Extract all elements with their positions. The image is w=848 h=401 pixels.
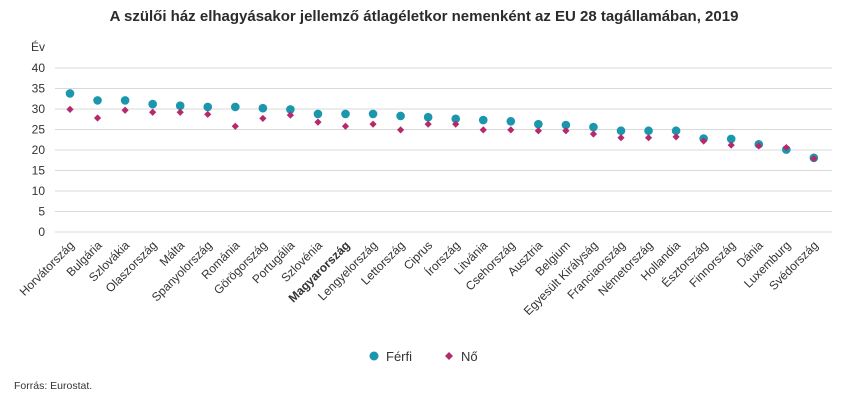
- point-ferfi: [93, 96, 102, 105]
- point-no: [589, 130, 598, 138]
- point-ferfi: [451, 114, 461, 124]
- point-no: [369, 120, 377, 128]
- point-no: [755, 142, 763, 150]
- point-no: [341, 122, 350, 130]
- y-axis-unit: Év: [31, 39, 45, 54]
- point-no: [204, 110, 212, 118]
- point-ferfi: [258, 103, 268, 113]
- point-no: [149, 108, 157, 116]
- point-no: [507, 126, 515, 134]
- point-no: [397, 126, 405, 134]
- point-ferfi: [644, 126, 653, 136]
- point-ferfi: [671, 126, 681, 136]
- y-tick-label: 40: [32, 61, 46, 75]
- point-ferfi: [616, 126, 626, 136]
- point-no: [121, 106, 129, 114]
- point-ferfi: [231, 102, 240, 112]
- point-no: [424, 120, 432, 128]
- point-ferfi: [341, 109, 350, 119]
- point-no: [672, 133, 680, 141]
- point-ferfi: [423, 112, 433, 122]
- point-no: [700, 137, 708, 145]
- y-tick-label: 25: [32, 123, 46, 137]
- y-tick-label: 10: [32, 184, 46, 198]
- y-tick-label: 35: [32, 82, 46, 96]
- point-ferfi: [534, 119, 543, 129]
- point-no: [534, 127, 542, 135]
- legend-label: Nő: [461, 349, 478, 364]
- point-no: [259, 114, 267, 123]
- point-no: [452, 120, 460, 128]
- point-ferfi: [561, 120, 571, 130]
- legend: Férfi Nő: [369, 349, 478, 364]
- y-tick-label: 0: [38, 225, 45, 239]
- point-ferfi: [396, 111, 405, 121]
- legend-label: Férfi: [386, 349, 412, 364]
- y-tick-label: 30: [32, 102, 46, 116]
- data-points: [65, 89, 819, 163]
- point-ferfi: [120, 96, 130, 105]
- point-ferfi: [203, 102, 213, 112]
- point-no: [562, 127, 570, 135]
- point-no: [617, 134, 625, 142]
- point-ferfi: [506, 117, 516, 126]
- y-tick-label: 5: [38, 205, 45, 219]
- point-ferfi: [726, 134, 736, 144]
- point-ferfi: [175, 101, 185, 111]
- point-no: [644, 134, 653, 142]
- point-ferfi: [313, 109, 323, 119]
- point-no: [286, 111, 294, 119]
- point-no: [176, 108, 184, 116]
- point-no: [231, 122, 239, 130]
- grid: [55, 67, 832, 233]
- y-tick-label: 15: [32, 164, 46, 178]
- point-no: [810, 155, 818, 163]
- source-note: Forrás: Eurostat.: [14, 380, 93, 392]
- legend-marker-ferfi: [369, 351, 379, 361]
- point-no: [93, 114, 102, 122]
- y-tick-label: 20: [32, 143, 46, 157]
- point-ferfi: [65, 89, 75, 98]
- x-tick-labels: HorvátországBulgáriaSzlovákiaOlaszország…: [17, 238, 821, 318]
- point-ferfi: [286, 105, 295, 114]
- point-no: [479, 126, 487, 134]
- point-no: [66, 105, 74, 114]
- legend-marker-no: [445, 352, 453, 360]
- point-ferfi: [478, 115, 488, 125]
- point-no: [727, 141, 735, 149]
- chart-title: A szülői ház elhagyásakor jellemző átlag…: [110, 8, 739, 25]
- point-ferfi: [368, 109, 378, 119]
- point-ferfi: [589, 122, 598, 132]
- point-ferfi: [148, 99, 157, 109]
- point-no: [314, 118, 322, 126]
- y-tick-labels: 0 5 10 15 20 25 30 35 40: [32, 61, 46, 239]
- point-no: [782, 143, 790, 152]
